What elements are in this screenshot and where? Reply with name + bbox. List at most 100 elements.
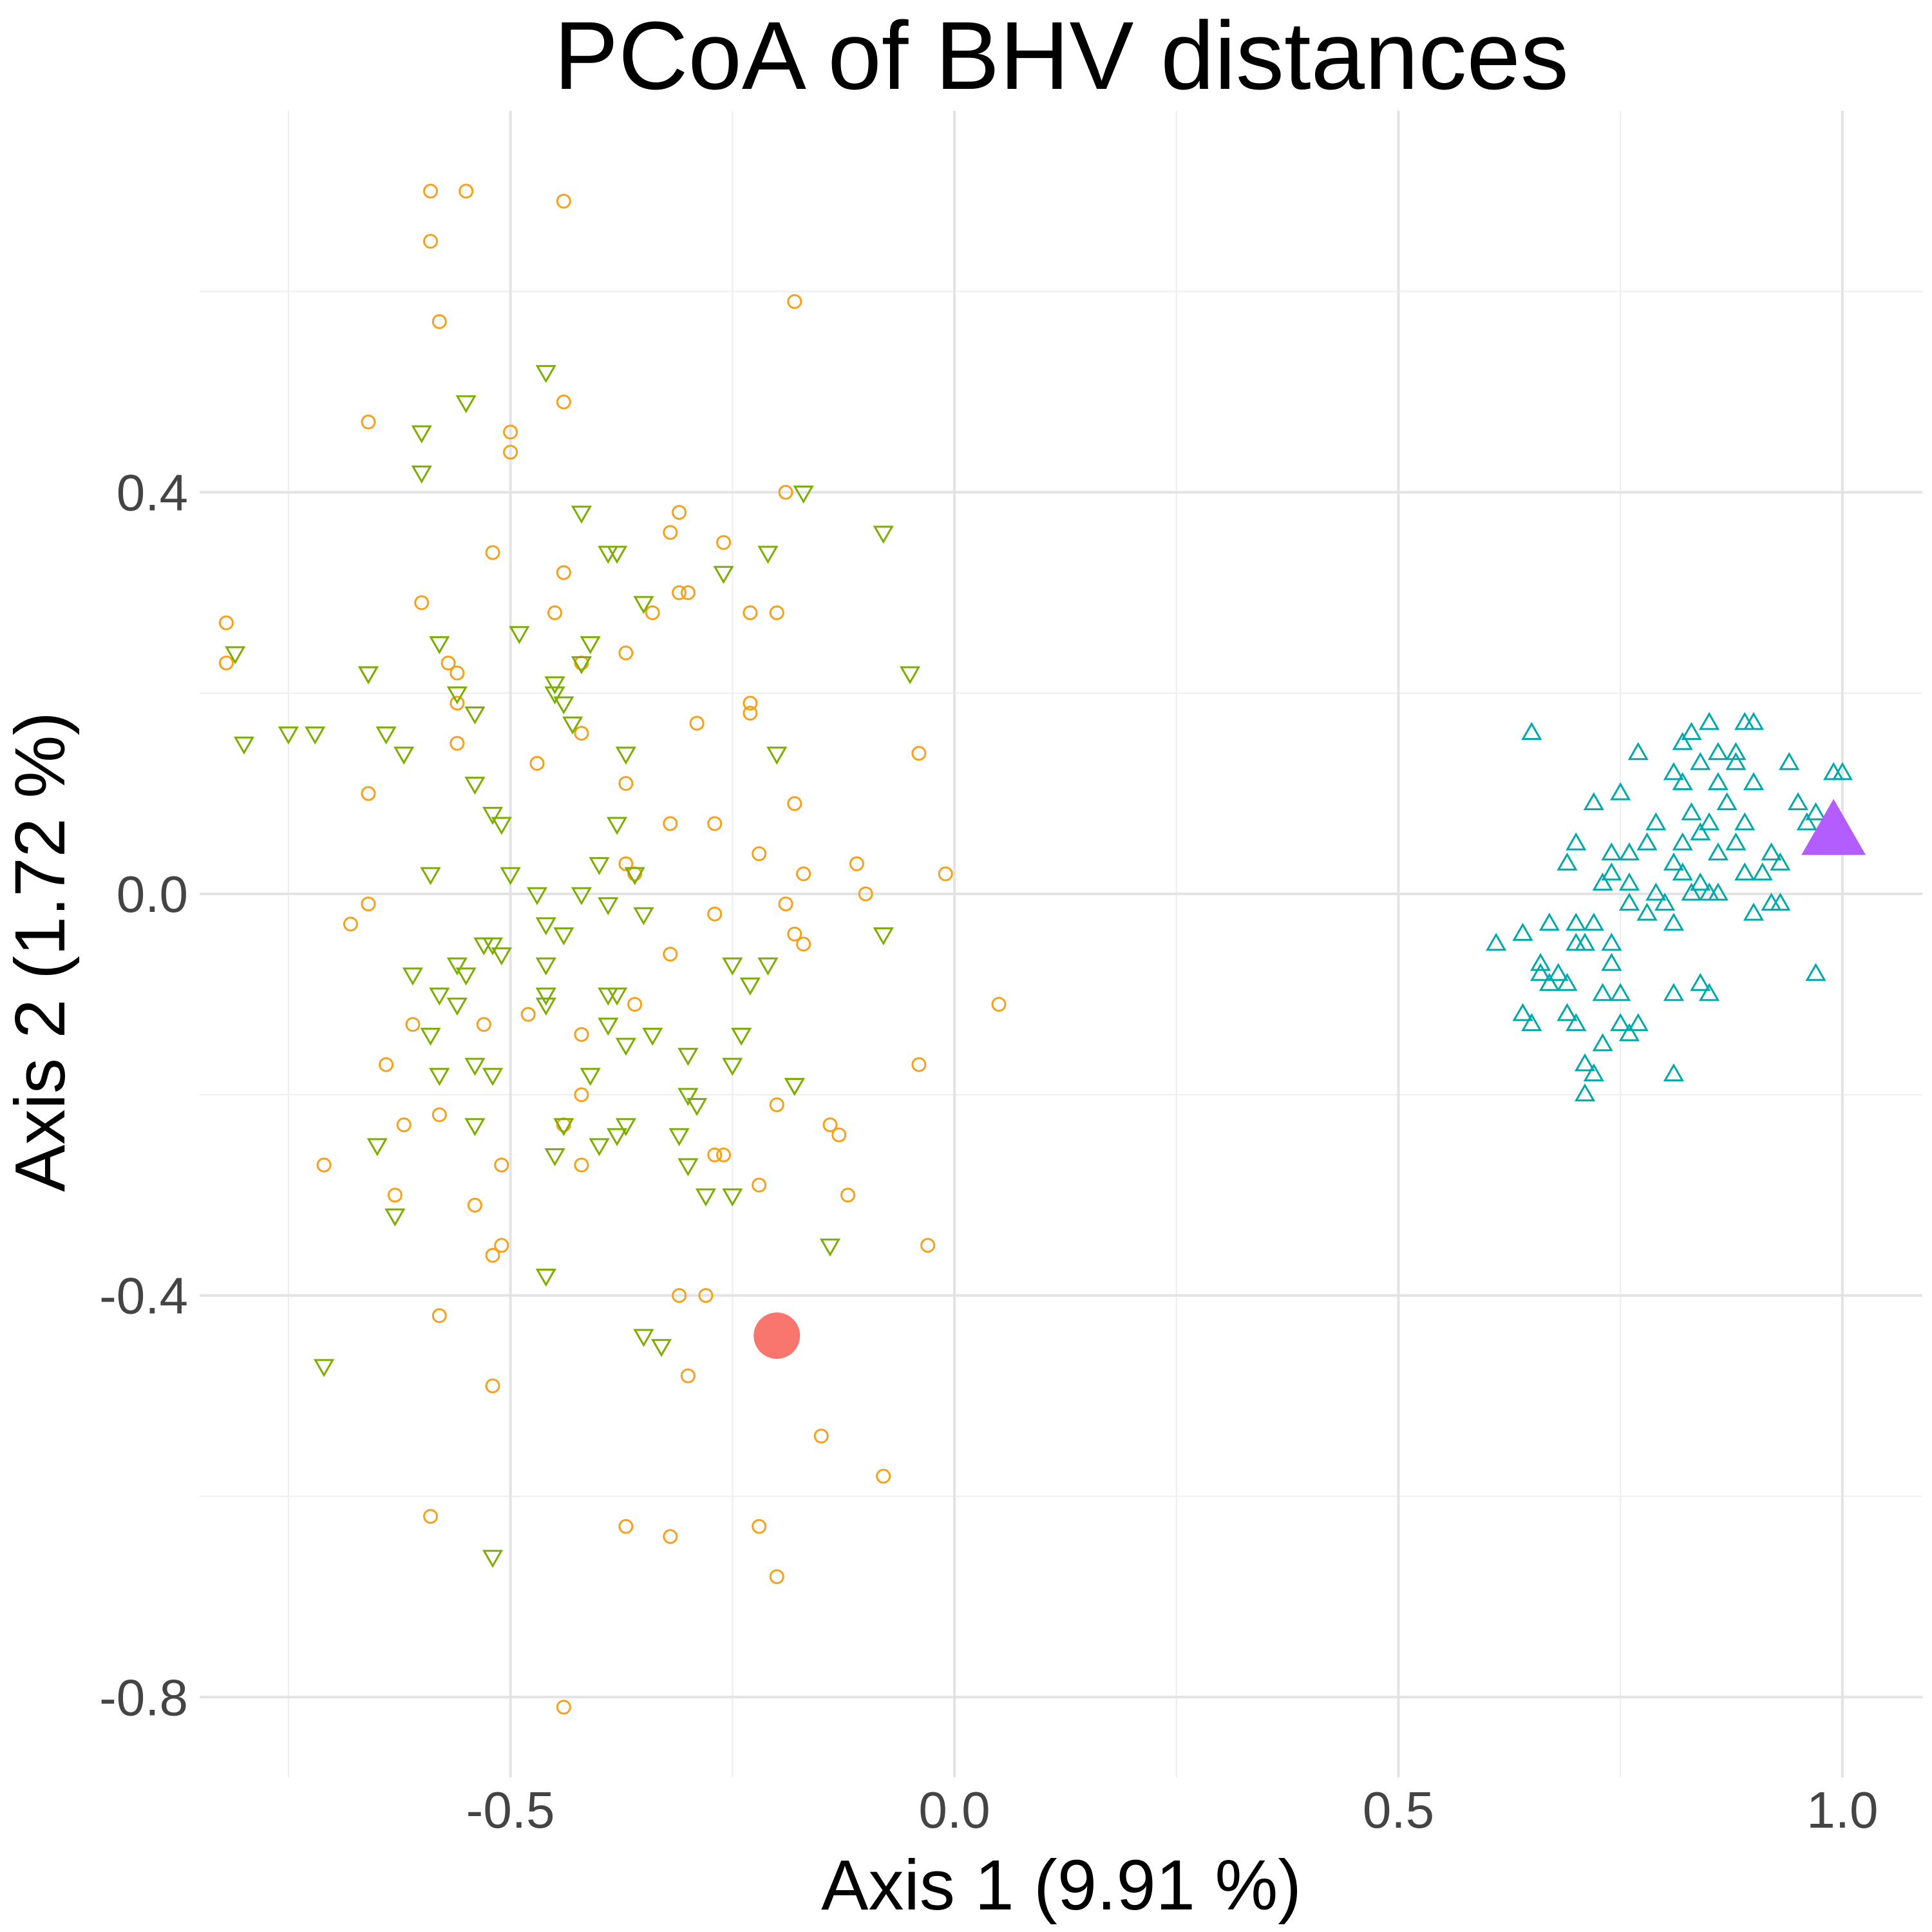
- highlight-triangle: [1801, 799, 1866, 855]
- point-triangle-down: [429, 1068, 450, 1086]
- point-circle: [574, 1027, 589, 1042]
- point-triangle-down: [668, 1128, 690, 1146]
- point-triangle-down: [278, 726, 299, 745]
- point-circle: [752, 1177, 767, 1193]
- point-triangle-down: [366, 1138, 388, 1157]
- point-triangle-down: [402, 967, 424, 986]
- point-triangle-up: [1618, 842, 1640, 861]
- point-triangle-down: [757, 545, 779, 564]
- point-triangle-up: [1672, 832, 1693, 851]
- point-circle: [459, 184, 474, 199]
- point-triangle-down: [535, 917, 556, 936]
- point-triangle-down: [766, 746, 788, 765]
- point-circle: [938, 866, 953, 882]
- point-triangle-down: [598, 545, 619, 564]
- point-circle: [423, 1509, 439, 1524]
- x-tick-label: -0.5: [466, 1781, 555, 1839]
- point-triangle-down: [562, 716, 583, 735]
- point-triangle-up: [1690, 972, 1711, 991]
- point-circle: [663, 816, 678, 831]
- point-triangle-down: [429, 987, 450, 1006]
- point-triangle-up: [1707, 882, 1728, 901]
- point-circle: [467, 1197, 482, 1213]
- point-circle: [450, 696, 465, 711]
- point-circle: [787, 926, 802, 942]
- point-triangle-down: [722, 957, 743, 976]
- point-triangle-down: [482, 937, 504, 956]
- point-triangle-down: [482, 806, 504, 825]
- point-triangle-down: [589, 857, 610, 875]
- point-triangle-up: [1663, 1063, 1685, 1082]
- point-circle: [822, 1117, 838, 1133]
- point-triangle-down: [677, 1088, 699, 1106]
- point-triangle-up: [1610, 1013, 1631, 1032]
- point-triangle-down: [553, 696, 574, 715]
- grid-lines: [200, 111, 1922, 1777]
- point-circle: [556, 1700, 571, 1715]
- point-triangle-down: [411, 465, 432, 484]
- point-circle: [663, 1529, 678, 1544]
- point-triangle-down: [473, 937, 495, 956]
- point-triangle-down: [446, 998, 468, 1016]
- point-triangle-down: [544, 676, 565, 695]
- point-triangle-up: [1592, 983, 1613, 1001]
- point-circle: [556, 193, 571, 209]
- point-circle: [485, 1378, 500, 1394]
- point-triangle-down: [526, 887, 548, 905]
- point-triangle-up: [1566, 933, 1587, 951]
- point-circle: [707, 816, 723, 831]
- point-triangle-down: [793, 486, 814, 504]
- point-triangle-up: [1698, 983, 1720, 1001]
- point-circle: [618, 856, 634, 871]
- point-circle: [716, 1147, 732, 1162]
- point-triangle-up: [1557, 852, 1578, 871]
- point-triangle-down: [411, 425, 432, 444]
- point-triangle-up: [1725, 752, 1747, 770]
- point-triangle-up: [1601, 952, 1622, 971]
- point-triangle-up: [1557, 1003, 1578, 1021]
- point-circle: [680, 585, 696, 600]
- point-circle: [796, 936, 811, 952]
- point-triangle-down: [446, 686, 468, 705]
- point-triangle-up: [1743, 772, 1765, 790]
- point-triangle-up: [1557, 972, 1578, 991]
- point-triangle-down: [633, 596, 654, 614]
- point-triangle-down: [553, 1118, 574, 1137]
- point-triangle-up: [1716, 792, 1738, 811]
- point-triangle-up: [1530, 963, 1551, 981]
- point-triangle-up: [1627, 1013, 1649, 1032]
- point-triangle-down: [535, 987, 556, 1006]
- point-triangle-down: [535, 1269, 556, 1287]
- point-circle: [672, 505, 687, 520]
- point-circle: [743, 605, 758, 621]
- point-circle: [440, 655, 456, 670]
- point-circle: [716, 535, 732, 550]
- point-triangle-up: [1627, 742, 1649, 761]
- point-triangle-down: [615, 746, 636, 765]
- point-triangle-up: [1592, 872, 1613, 891]
- point-circle: [361, 786, 376, 801]
- point-triangle-up: [1725, 742, 1747, 761]
- point-circle: [831, 1127, 847, 1142]
- point-triangle-down: [722, 1057, 743, 1076]
- point-triangle-up: [1566, 1013, 1587, 1032]
- point-circle: [707, 906, 723, 922]
- y-tick-label: 0.0: [117, 866, 188, 923]
- point-triangle-down: [393, 746, 415, 765]
- point-triangle-up: [1734, 862, 1756, 881]
- point-triangle-down: [784, 1077, 805, 1096]
- point-triangle-down: [606, 1128, 628, 1146]
- point-triangle-up: [1787, 792, 1809, 811]
- point-triangle-up: [1521, 1013, 1542, 1032]
- point-circle: [379, 1057, 394, 1072]
- point-triangle-down: [464, 1057, 486, 1076]
- point-circle: [485, 1247, 500, 1263]
- point-triangle-down: [313, 1359, 335, 1378]
- point-circle: [218, 655, 234, 670]
- point-circle: [707, 1147, 723, 1162]
- point-triangle-down: [713, 565, 734, 584]
- point-triangle-up: [1698, 812, 1720, 831]
- point-circle: [698, 1288, 714, 1303]
- point-circle: [450, 665, 465, 681]
